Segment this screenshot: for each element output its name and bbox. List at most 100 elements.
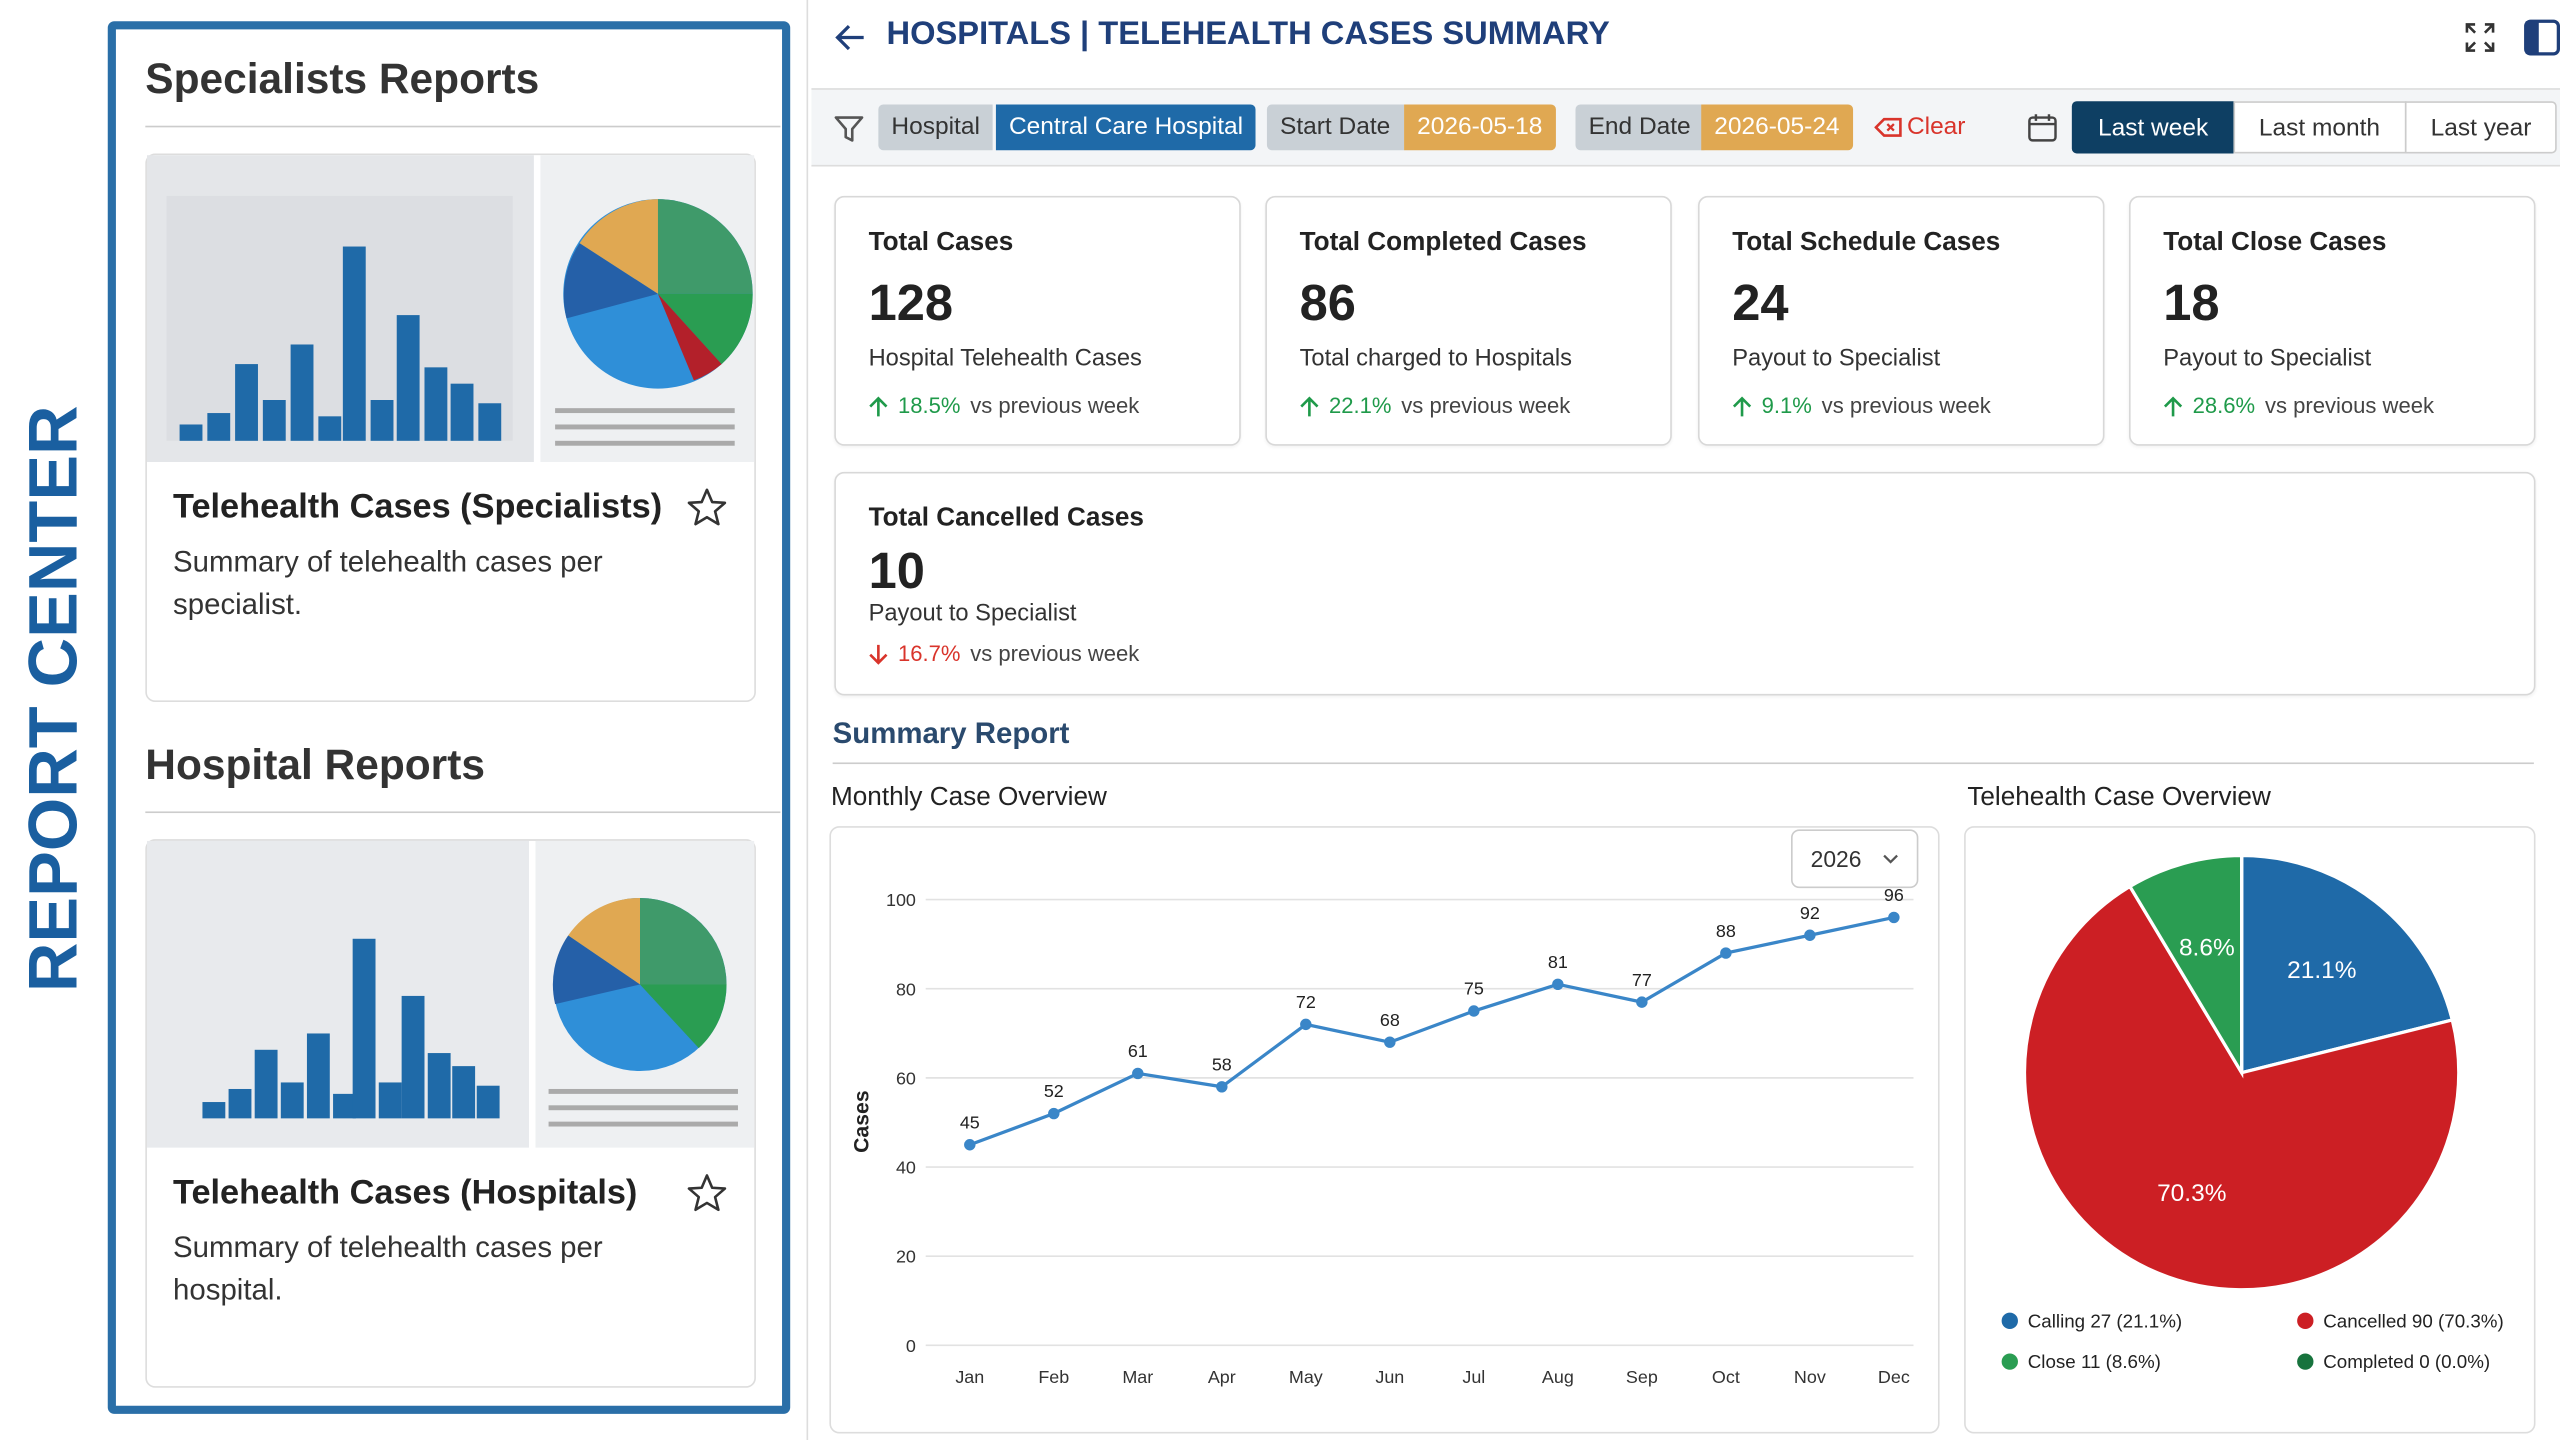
legend-swatch bbox=[2297, 1353, 2314, 1370]
range-option[interactable]: Last month bbox=[2232, 101, 2407, 154]
kpi-subtitle: Total charged to Hospitals bbox=[1299, 346, 1572, 373]
section-title: Hospital Reports bbox=[145, 739, 485, 789]
point bbox=[1888, 911, 1900, 924]
trend-icon bbox=[869, 644, 888, 664]
fullscreen-button[interactable] bbox=[2462, 20, 2498, 56]
report-card[interactable]: Telehealth Cases (Specialists) Summary o… bbox=[145, 153, 756, 703]
section-title: Summary Report bbox=[832, 716, 1070, 750]
thumbnail bbox=[146, 155, 755, 463]
filter-label: End Date bbox=[1575, 104, 1704, 151]
data-label: 75 bbox=[1464, 979, 1484, 999]
kpi-value: 10 bbox=[868, 542, 925, 600]
kpi-card: Total Schedule Cases 24 Payout to Speciali… bbox=[1697, 195, 2105, 446]
report-card[interactable]: Telehealth Cases (Hospitals) Summary of … bbox=[145, 839, 756, 1388]
data-label: 96 bbox=[1884, 885, 1904, 905]
point bbox=[1804, 929, 1816, 941]
legend-swatch bbox=[2001, 1312, 2018, 1329]
kpi-subtitle: Payout to Specialist bbox=[2163, 346, 2372, 373]
kpi-value: 24 bbox=[1732, 274, 1789, 332]
legend-swatch bbox=[2001, 1353, 2018, 1370]
data-label: 52 bbox=[1044, 1081, 1064, 1101]
kpi-title: Total Schedule Cases bbox=[1732, 228, 2001, 257]
kpi-change-value: 22.1% bbox=[1328, 393, 1392, 418]
kpi-comparison: vs previous week bbox=[1821, 393, 1991, 418]
kpi-change-value: 28.6% bbox=[2192, 393, 2256, 418]
filter-icon[interactable] bbox=[833, 113, 866, 146]
legend-label: Cancelled 90 (70.3%) bbox=[2323, 1310, 2503, 1331]
kpi-comparison: vs previous week bbox=[2264, 393, 2435, 418]
kpi-comparison: vs previous week bbox=[970, 641, 1140, 667]
favorite-icon[interactable] bbox=[686, 487, 728, 529]
clear-button[interactable]: Clear bbox=[1906, 112, 1966, 141]
point bbox=[1384, 1036, 1396, 1048]
data-label: 58 bbox=[1212, 1054, 1232, 1074]
kpi-card: Total Close Cases 18 Payout to Specialist 2… bbox=[2128, 195, 2536, 446]
data-label: 77 bbox=[1632, 970, 1652, 990]
y-tick-label: 100 bbox=[886, 890, 916, 910]
filter-value[interactable]: Central Care Hospital bbox=[995, 104, 1257, 151]
kpi-title: Total Completed Cases bbox=[1299, 228, 1587, 257]
thumbnail bbox=[146, 840, 755, 1148]
kpi-change: 18.5% vs previous week bbox=[869, 393, 1139, 418]
trend-icon bbox=[869, 395, 888, 416]
calendar-icon[interactable] bbox=[2026, 111, 2059, 144]
range-option[interactable]: Last week bbox=[2071, 101, 2235, 154]
slice-label: 70.3% bbox=[2157, 1180, 2226, 1207]
legend-swatch bbox=[2297, 1312, 2314, 1329]
kpi-card: Total Completed Cases 86 Total charged to … bbox=[1265, 195, 1672, 446]
x-tick-label: Apr bbox=[1208, 1367, 1236, 1387]
kpi-subtitle: Payout to Specialist bbox=[868, 600, 1077, 627]
trend-icon bbox=[1300, 395, 1319, 416]
kpi-subtitle: Hospital Telehealth Cases bbox=[868, 346, 1142, 373]
chart-title: Telehealth Case Overview bbox=[1967, 783, 2271, 812]
y-axis-label: Cases bbox=[851, 1090, 874, 1153]
panel-toggle[interactable] bbox=[2521, 18, 2560, 57]
x-tick-label: Oct bbox=[1712, 1367, 1740, 1387]
card-title: Telehealth Cases (Hospitals) bbox=[173, 1173, 638, 1212]
card-description: Summary of telehealth cases per speciali… bbox=[173, 545, 603, 621]
clear-icon[interactable] bbox=[1874, 116, 1903, 139]
kpi-change: 9.1% vs previous week bbox=[1732, 393, 1991, 418]
y-tick-label: 0 bbox=[906, 1336, 916, 1356]
point bbox=[1048, 1107, 1060, 1120]
divider bbox=[145, 811, 781, 814]
kpi-card: Total Cases 128 Hospital Telehealth Cases 1… bbox=[834, 195, 1241, 446]
legend-label: Close 11 (8.6%) bbox=[2028, 1351, 2161, 1372]
trend-arrow bbox=[1732, 395, 1752, 416]
point bbox=[1552, 978, 1564, 990]
year-dropdown[interactable]: 2026 bbox=[1791, 829, 1919, 889]
kpi-title: Total Cancelled Cases bbox=[868, 504, 1144, 533]
y-tick-label: 40 bbox=[896, 1158, 916, 1178]
point bbox=[1720, 947, 1732, 959]
range-option[interactable]: Last year bbox=[2404, 101, 2558, 154]
point bbox=[1636, 996, 1648, 1008]
data-label: 61 bbox=[1128, 1041, 1148, 1061]
kpi-value: 86 bbox=[1299, 274, 1356, 332]
y-tick-label: 20 bbox=[896, 1247, 916, 1267]
divider bbox=[832, 762, 2534, 765]
x-tick-label: Jan bbox=[955, 1367, 984, 1387]
pie-slice bbox=[2127, 853, 2244, 1079]
data-label: 45 bbox=[960, 1112, 980, 1132]
line bbox=[969, 915, 1895, 1147]
pie-slice bbox=[2022, 884, 2461, 1292]
filter-label: Start Date bbox=[1266, 104, 1404, 151]
data-label: 88 bbox=[1716, 921, 1736, 941]
x-tick-label: Jul bbox=[1462, 1367, 1485, 1387]
y-tick-label: 80 bbox=[896, 979, 916, 999]
pie-slice bbox=[2239, 853, 2455, 1075]
kpi-subtitle: Payout to Specialist bbox=[1732, 346, 1941, 373]
filter-value[interactable]: 2026-05-18 bbox=[1404, 104, 1556, 151]
favorite-icon[interactable] bbox=[686, 1172, 728, 1214]
filter-value[interactable]: 2026-05-24 bbox=[1701, 104, 1853, 151]
x-tick-label: Aug bbox=[1542, 1367, 1574, 1387]
slice-label: 21.1% bbox=[2287, 957, 2356, 984]
trend-arrow bbox=[869, 395, 888, 416]
back-button[interactable] bbox=[833, 20, 869, 56]
kpi-title: Total Cases bbox=[868, 228, 1014, 257]
kpi-change: 28.6% vs previous week bbox=[2163, 393, 2435, 418]
kpi-card: Total Cancelled Cases 10 Payout to Special… bbox=[834, 471, 2536, 696]
year-value: 2026 bbox=[1810, 845, 1862, 872]
point bbox=[1300, 1018, 1312, 1031]
